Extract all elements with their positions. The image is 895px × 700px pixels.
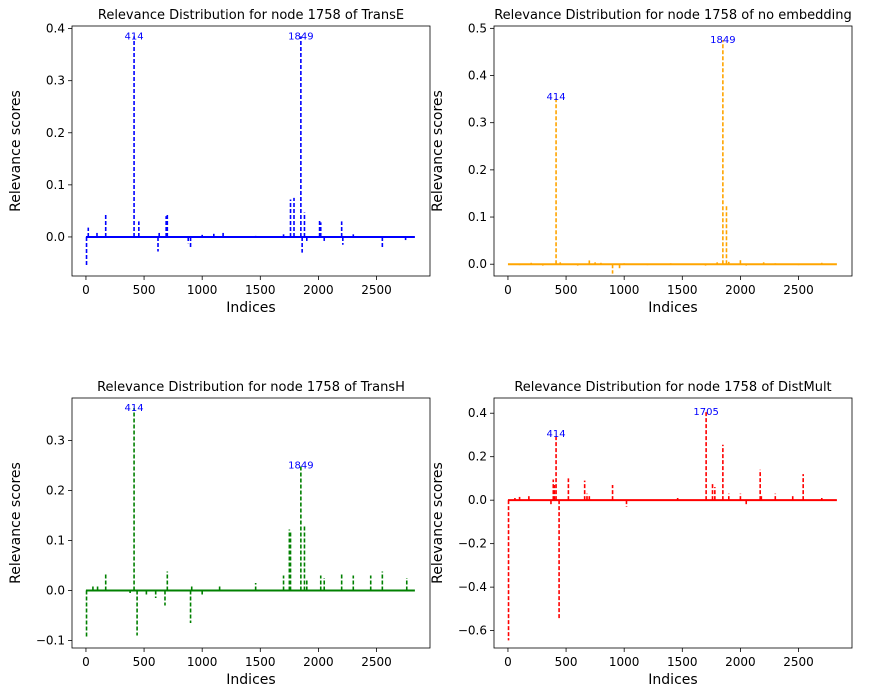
subplot-no-embedding: 0 500 1000 1500 2000 2500 0.0 0.1 0.2 0.3 0.4 0.5 Re… <box>430 8 853 316</box>
y-tick-label: 0.2 <box>46 484 65 498</box>
peak-annotation: 1849 <box>288 461 313 472</box>
peak-annotation: 1705 <box>693 407 718 418</box>
x-tick-label: 1500 <box>667 283 698 297</box>
y-tick-label: 0.0 <box>46 230 65 244</box>
x-tick-label: 2000 <box>303 283 334 297</box>
axes-frame <box>493 25 853 277</box>
y-tick-label: 0.4 <box>46 22 65 36</box>
y-tick-label: 0.3 <box>46 434 65 448</box>
chart-title: Relevance Distribution for node 1758 of … <box>514 380 831 395</box>
x-tick-label: 0 <box>82 655 90 669</box>
x-tick-label: 1000 <box>187 655 218 669</box>
x-tick-label: 500 <box>133 655 156 669</box>
chart-title: Relevance Distribution for node 1758 of … <box>97 380 405 395</box>
y-tick-label: 0.3 <box>46 74 65 88</box>
axes-frame <box>71 397 431 649</box>
y-tick-label: 0.1 <box>46 178 65 192</box>
x-axis-label: Indices <box>226 672 275 688</box>
chart-title: Relevance Distribution for node 1758 of … <box>494 8 852 23</box>
series-relevance <box>85 408 415 637</box>
peak-annotation: 1849 <box>288 31 313 42</box>
series-relevance <box>507 40 837 274</box>
y-tick-label: 0.3 <box>468 116 487 130</box>
x-axis-label: Indices <box>648 300 697 316</box>
x-tick-label: 0 <box>82 283 90 297</box>
y-tick-label: 0.1 <box>468 210 487 224</box>
x-tick-label: 1500 <box>245 655 276 669</box>
x-tick-label: 2000 <box>725 655 756 669</box>
y-axis-label: Relevance scores <box>430 462 446 584</box>
x-tick-label: 2000 <box>303 655 334 669</box>
x-tick-label: 2000 <box>725 283 756 297</box>
x-tick-label: 0 <box>504 283 512 297</box>
x-tick-label: 500 <box>555 655 578 669</box>
axes-frame <box>71 25 431 277</box>
x-tick-label: 500 <box>133 283 156 297</box>
y-axis-label: Relevance scores <box>8 462 24 584</box>
peak-annotation: 414 <box>125 31 144 42</box>
y-tick-label: −0.2 <box>458 537 487 551</box>
y-tick-label: 0.4 <box>468 406 487 420</box>
x-tick-label: 2500 <box>783 655 814 669</box>
y-axis-label: Relevance scores <box>8 90 24 212</box>
y-tick-label: 0.0 <box>468 493 487 507</box>
chart-title: Relevance Distribution for node 1758 of … <box>98 8 404 23</box>
x-tick-label: 2500 <box>361 283 392 297</box>
x-tick-label: 1500 <box>667 655 698 669</box>
x-tick-label: 2500 <box>783 283 814 297</box>
x-tick-label: 500 <box>555 283 578 297</box>
y-tick-label: 0.1 <box>46 534 65 548</box>
y-tick-label: 0.0 <box>468 257 487 271</box>
x-tick-label: 1500 <box>245 283 276 297</box>
x-tick-label: 0 <box>504 655 512 669</box>
y-tick-label: 0.2 <box>468 450 487 464</box>
y-tick-label: 0.2 <box>46 126 65 140</box>
y-tick-label: −0.6 <box>458 624 487 638</box>
axes-frame <box>493 397 853 649</box>
y-tick-label: 0.5 <box>468 21 487 35</box>
series-relevance <box>85 36 415 267</box>
peak-annotation: 414 <box>547 92 566 103</box>
y-tick-label: −0.4 <box>458 580 487 594</box>
subplot-transh: 0 500 1000 1500 2000 2500 −0.1 0.0 0.1 0.2 0.3 Rele… <box>8 380 431 688</box>
y-tick-label: −0.1 <box>36 634 65 648</box>
x-axis-label: Indices <box>226 300 275 316</box>
x-tick-label: 2500 <box>361 655 392 669</box>
subplot-transe: 0 500 1000 1500 2000 2500 0.0 0.1 0.2 0.3 0.4 Relev… <box>8 8 431 316</box>
peak-annotation: 414 <box>125 403 144 414</box>
y-tick-label: 0.2 <box>468 163 487 177</box>
x-tick-label: 1000 <box>609 283 640 297</box>
x-tick-label: 1000 <box>609 655 640 669</box>
peak-annotation: 1849 <box>710 35 735 46</box>
y-axis-label: Relevance scores <box>430 90 446 212</box>
series-relevance <box>507 412 837 641</box>
x-axis-label: Indices <box>648 672 697 688</box>
peak-annotation: 414 <box>547 429 566 440</box>
y-tick-label: 0.0 <box>46 584 65 598</box>
y-tick-label: 0.4 <box>468 69 487 83</box>
subplot-distmult: 0 500 1000 1500 2000 2500 −0.6 −0.4 −0.2 0.0 0.2 0.… <box>430 380 853 688</box>
x-tick-label: 1000 <box>187 283 218 297</box>
